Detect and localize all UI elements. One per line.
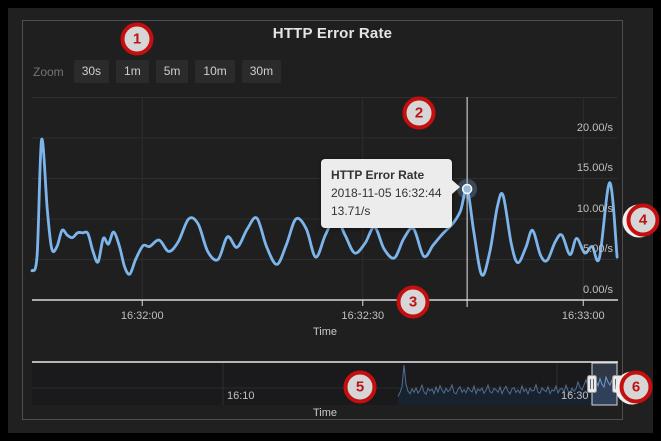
annotation-badge-4: 4 [626, 203, 660, 237]
range-button-5m[interactable]: 5m [155, 60, 189, 83]
y-axis-label: 5.00/s [583, 243, 613, 255]
y-axis-label: 10.00/s [576, 202, 613, 215]
range-button-10m[interactable]: 10m [195, 60, 235, 83]
hover-point-marker [461, 183, 473, 195]
tooltip: HTTP Error Rate 2018-11-05 16:32:44 13.7… [321, 159, 460, 228]
tooltip-series-name: HTTP Error Rate [331, 168, 425, 182]
navigator-axis-label: 16:30 [561, 390, 589, 402]
tooltip-timestamp: 2018-11-05 16:32:44 [331, 186, 442, 200]
annotation-badge-3: 3 [396, 285, 430, 319]
annotation-badge-2: 2 [402, 96, 436, 130]
range-button-30s[interactable]: 30s [73, 60, 110, 83]
navigator-axis-label: 16:10 [227, 390, 255, 402]
x-axis-label: 16:32:30 [341, 310, 385, 322]
annotation-badge-6: 6 [619, 370, 653, 404]
tooltip-value: 13.71/s [331, 204, 371, 218]
range-button-1m[interactable]: 1m [116, 60, 149, 83]
navigator-series-line [397, 364, 617, 397]
range-selector: Zoom 30s 1m 5m 10m 30m [33, 59, 282, 84]
x-axis-label: 16:32:00 [120, 310, 164, 322]
zoom-label: Zoom [33, 64, 64, 79]
error-rate-series-line [30, 137, 619, 277]
main-x-axis-title: Time [312, 326, 338, 338]
navigator-area-fill [398, 365, 616, 405]
y-axis-label: 15.00/s [576, 162, 613, 174]
annotation-badge-5: 5 [343, 370, 377, 404]
navigator-x-axis-title: Time [312, 407, 338, 419]
annotation-badge-1: 1 [120, 22, 154, 56]
x-axis-label: 16:33:00 [561, 310, 605, 322]
y-axis-label: 20.00/s [576, 121, 613, 134]
chart-title: HTTP Error Rate [272, 25, 393, 42]
range-button-30m[interactable]: 30m [241, 60, 282, 83]
navigator-mask-left [32, 363, 592, 405]
y-axis-label: 0.00/s [583, 283, 613, 296]
navigator-handle-left[interactable] [587, 375, 597, 393]
navigator-handle-right[interactable] [612, 375, 622, 393]
